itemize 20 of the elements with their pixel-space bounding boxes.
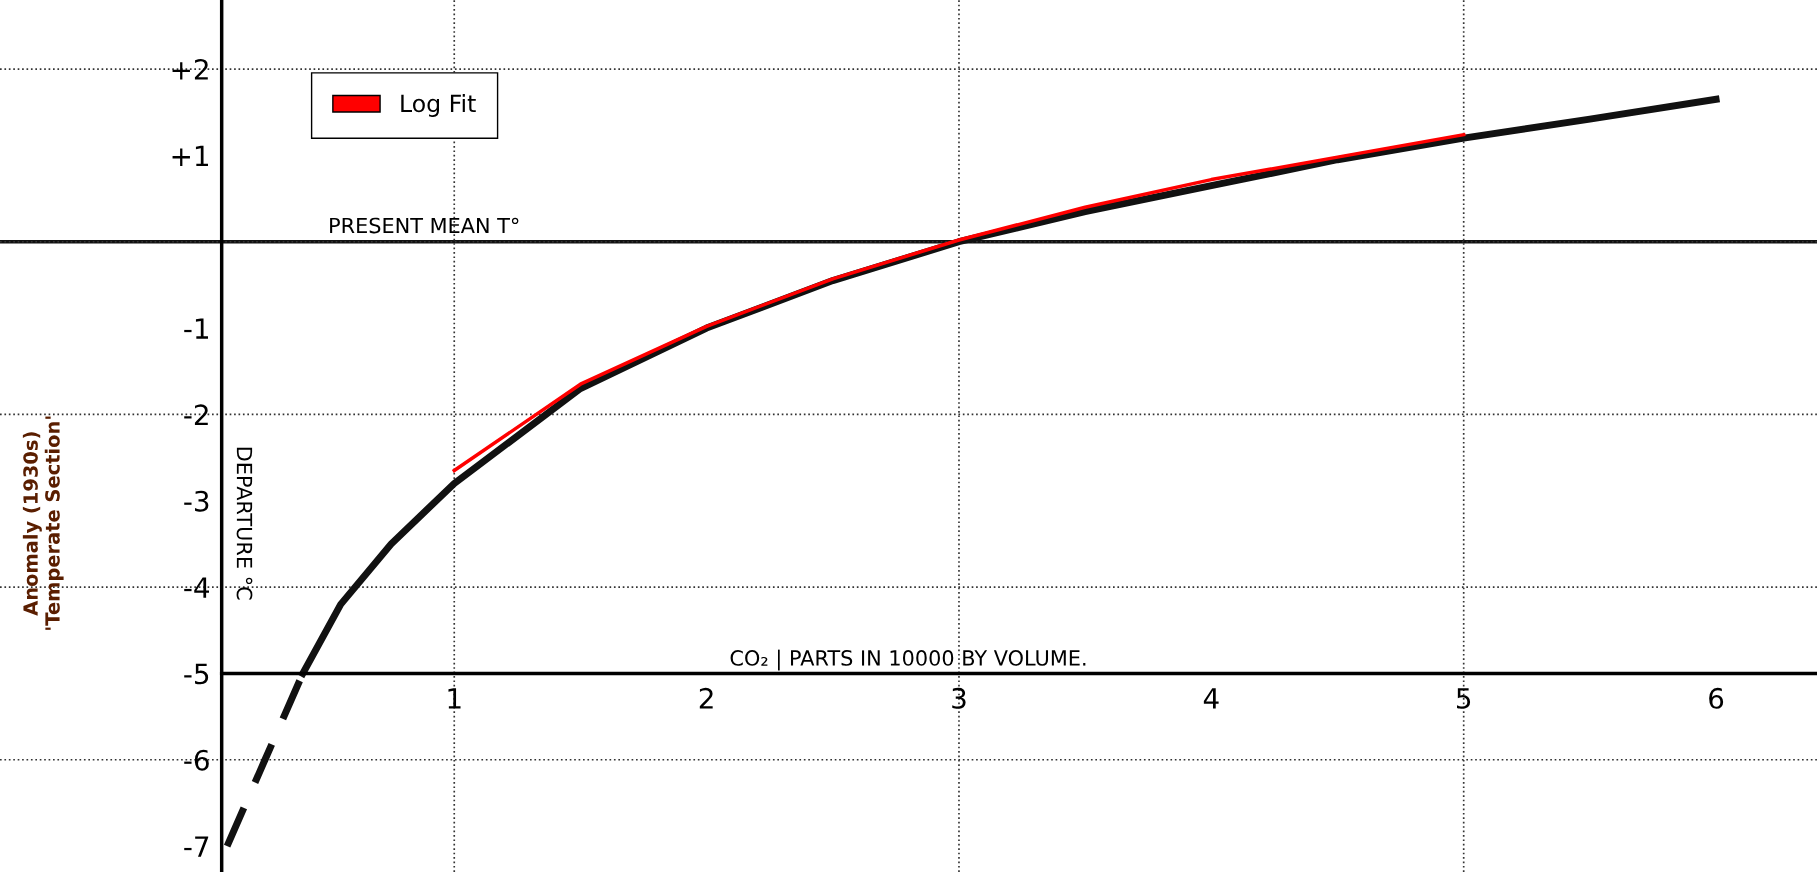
y-tick-label: -7 [184,836,209,857]
y-tick-label: -1 [184,318,208,339]
y-tick-label: -6 [184,749,209,771]
y-tick-label: +1 [172,145,208,166]
y-axis-title: Anomaly (1930s) 'Temperate Section' [22,416,64,630]
y-tick-label: -4 [184,577,210,598]
x-tick-label: 2 [699,687,713,709]
x-tick-label: 5 [1457,688,1471,709]
x-axis-title: CO₂ | PARTS IN 10000 BY VOLUME. [730,649,1086,671]
x-tick-label: 1 [448,688,461,709]
ref-line-label: PRESENT MEAN T° [330,217,519,234]
legend-label: Log Fit [401,94,476,117]
y-tick-label: -3 [184,490,209,512]
y-tick-label: -5 [184,663,209,685]
x-tick-label: 6 [1709,687,1724,709]
x-tick-label: 3 [952,687,966,709]
y-tick-label: +2 [172,59,208,80]
x-tick-label: 4 [1203,688,1219,709]
annotation: DEPARTURE °C [236,447,253,600]
y-tick-label: -2 [184,404,208,425]
